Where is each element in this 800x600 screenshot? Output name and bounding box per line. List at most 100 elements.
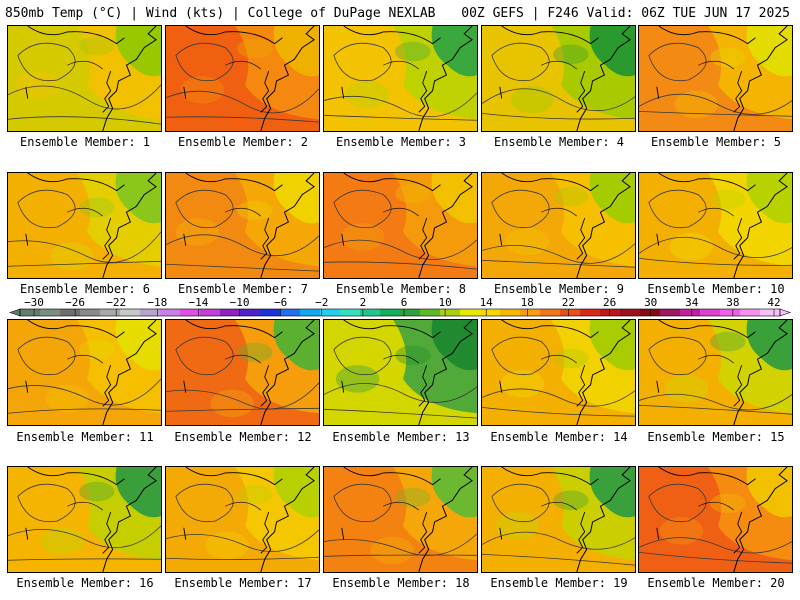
colorbar-swatch xyxy=(60,309,81,316)
colorbar-swatch xyxy=(460,309,481,316)
temperature-map xyxy=(324,467,477,572)
ensemble-caption-18: Ensemble Member: 18 xyxy=(332,576,470,590)
temperature-map xyxy=(639,467,792,572)
colorbar-swatch xyxy=(20,309,41,316)
ensemble-panel-12 xyxy=(165,319,320,426)
temperature-map xyxy=(482,467,635,572)
ensemble-panel-18 xyxy=(323,466,478,573)
ensemble-caption-13: Ensemble Member: 13 xyxy=(332,430,470,444)
colorbar-swatch xyxy=(280,309,301,316)
colorbar-swatch xyxy=(700,309,721,316)
ensemble-caption-10: Ensemble Member: 10 xyxy=(647,282,785,296)
colorbar-swatch xyxy=(260,309,281,316)
colorbar-label: 38 xyxy=(726,296,739,309)
ensemble-caption-12: Ensemble Member: 12 xyxy=(174,430,312,444)
ensemble-panel-13 xyxy=(323,319,478,426)
ensemble-panel-5 xyxy=(638,25,793,132)
ensemble-panel-9 xyxy=(481,172,636,279)
ensemble-caption-16: Ensemble Member: 16 xyxy=(16,576,154,590)
temperature-colorbar: −30 −26 −22 −18 −14 −10 −6 −2 2 6 10 14 18 22 26 30 34 38… xyxy=(9,296,791,317)
colorbar-label: 26 xyxy=(603,296,616,309)
ensemble-panel-19 xyxy=(481,466,636,573)
colorbar-swatch xyxy=(740,309,761,316)
ensemble-panel-2 xyxy=(165,25,320,132)
ensemble-panel-17 xyxy=(165,466,320,573)
ensemble-caption-3: Ensemble Member: 3 xyxy=(335,135,467,149)
colorbar-swatch xyxy=(320,309,341,316)
ensemble-caption-4: Ensemble Member: 4 xyxy=(493,135,625,149)
ensemble-caption-5: Ensemble Member: 5 xyxy=(650,135,782,149)
colorbar-swatch xyxy=(40,309,61,316)
colorbar-swatch xyxy=(540,309,561,316)
colorbar-swatch xyxy=(120,309,141,316)
temperature-map xyxy=(482,320,635,425)
ensemble-panel-16 xyxy=(7,466,162,573)
colorbar-label: 34 xyxy=(685,296,699,309)
colorbar-label: 42 xyxy=(767,296,780,309)
temperature-map xyxy=(639,26,792,131)
colorbar-label: −30 xyxy=(24,296,44,309)
temperature-map xyxy=(324,173,477,278)
colorbar-swatch xyxy=(400,309,421,316)
colorbar-label: −26 xyxy=(65,296,85,309)
colorbar-swatch xyxy=(160,309,181,316)
temperature-map xyxy=(324,26,477,131)
colorbar-label: −22 xyxy=(106,296,126,309)
ensemble-caption-19: Ensemble Member: 19 xyxy=(490,576,628,590)
colorbar-swatch xyxy=(140,309,161,316)
colorbar-label: −18 xyxy=(147,296,167,309)
ensemble-panel-1 xyxy=(7,25,162,132)
temperature-map xyxy=(482,26,635,131)
ensemble-caption-2: Ensemble Member: 2 xyxy=(177,135,309,149)
colorbar-swatch xyxy=(200,309,221,316)
ensemble-panel-4 xyxy=(481,25,636,132)
temperature-map xyxy=(482,173,635,278)
temperature-map xyxy=(639,173,792,278)
colorbar-swatch xyxy=(80,309,101,316)
temperature-map xyxy=(324,320,477,425)
colorbar-label: 6 xyxy=(401,296,408,309)
ensemble-caption-9: Ensemble Member: 9 xyxy=(493,282,625,296)
temperature-map xyxy=(8,173,161,278)
colorbar-label: −14 xyxy=(188,296,208,309)
map-title: 850mb Temp (°C) | Wind (kts) | College o… xyxy=(5,6,436,21)
colorbar-swatch xyxy=(600,309,621,316)
ensemble-panel-15 xyxy=(638,319,793,426)
colorbar-swatch xyxy=(500,309,521,316)
colorbar-swatch xyxy=(240,309,261,316)
colorbar-swatch xyxy=(220,309,241,316)
colorbar-swatch xyxy=(680,309,701,316)
colorbar-swatch xyxy=(720,309,741,316)
colorbar-swatch xyxy=(360,309,381,316)
ensemble-caption-14: Ensemble Member: 14 xyxy=(490,430,628,444)
ensemble-panel-11 xyxy=(7,319,162,426)
ensemble-caption-8: Ensemble Member: 8 xyxy=(335,282,467,296)
model-run-info: 00Z GEFS | F246 Valid: 06Z TUE JUN 17 20… xyxy=(461,6,790,21)
colorbar-label: 14 xyxy=(480,296,494,309)
colorbar-swatch xyxy=(560,309,581,316)
colorbar-label: 18 xyxy=(521,296,534,309)
colorbar-swatch xyxy=(660,309,681,316)
ensemble-panel-20 xyxy=(638,466,793,573)
colorbar-swatch xyxy=(180,309,201,316)
colorbar-swatch xyxy=(520,309,541,316)
colorbar-label: −10 xyxy=(230,296,250,309)
ensemble-caption-7: Ensemble Member: 7 xyxy=(177,282,309,296)
colorbar-swatch xyxy=(580,309,601,316)
colorbar-swatch xyxy=(760,309,781,316)
ensemble-panel-8 xyxy=(323,172,478,279)
colorbar-swatch xyxy=(640,309,661,316)
colorbar-label: −6 xyxy=(274,296,287,309)
temperature-map xyxy=(8,320,161,425)
colorbar-swatch xyxy=(620,309,641,316)
colorbar-swatch xyxy=(380,309,401,316)
colorbar-label: 22 xyxy=(562,296,575,309)
colorbar-label: 2 xyxy=(360,296,367,309)
temperature-map xyxy=(166,320,319,425)
colorbar-label: 10 xyxy=(438,296,451,309)
temperature-map xyxy=(639,320,792,425)
colorbar-label: 30 xyxy=(644,296,657,309)
ensemble-caption-15: Ensemble Member: 15 xyxy=(647,430,785,444)
ensemble-caption-20: Ensemble Member: 20 xyxy=(647,576,785,590)
temperature-map xyxy=(166,26,319,131)
